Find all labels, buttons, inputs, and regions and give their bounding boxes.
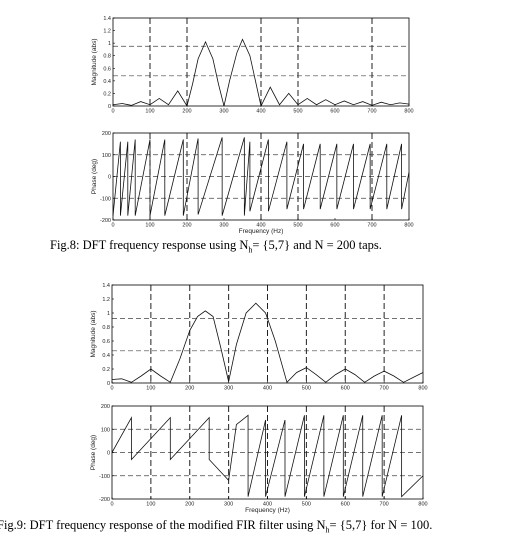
fig8-phase-ylabel: Phase (deg): [91, 159, 98, 194]
fig9-phase-xtick-label: 500: [302, 502, 311, 508]
fig9-magnitude-ytick-label: 0.2: [102, 367, 110, 373]
fig9-magnitude-xtick-label: 200: [185, 386, 194, 392]
fig8-magnitude-ytick-label: 0.8: [103, 54, 111, 60]
fig8-magnitude-line: [112, 38, 410, 108]
fig9-magnitude-xtick-label: 800: [418, 386, 427, 392]
fig9-phase-xtick-label: 200: [185, 502, 194, 508]
fig9-magnitude-xtick-label: 500: [302, 386, 311, 392]
fig8-phase-ytick-label: 0: [108, 175, 111, 181]
fig8-magnitude-xtick-label: 700: [367, 109, 376, 115]
fig8-caption-suffix: = {5,7} and N = 200 taps.: [252, 238, 382, 252]
fig9-magnitude-ylabel: Magnitude (abs): [90, 311, 97, 358]
fig8-phase-xtick-label: 800: [404, 223, 413, 229]
fig9-phase-line: [111, 414, 424, 498]
fig9-caption-suffix: = {5,7} for N = 100.: [329, 518, 433, 532]
fig9-magnitude-xtick-label: 0: [110, 386, 113, 392]
fig9-phase-xtick-label: 800: [418, 502, 427, 508]
fig8-magnitude-ytick-label: 0.2: [103, 91, 111, 97]
fig9-phase-ytick-label: 200: [101, 404, 110, 410]
fig8-phase-xtick-label: 500: [293, 223, 302, 229]
fig9-magnitude-ytick-label: 1.2: [102, 297, 110, 303]
fig8-magnitude-ytick-label: 0.6: [103, 66, 111, 72]
fig8-magnitude-plot: 0 100 200 300 400 500 600 700 800 0 0.2 0.4 0.6 0.8 1 1…: [91, 16, 414, 115]
fig9-phase-ytick-label: 0: [107, 451, 110, 457]
fig8-magnitude-xtick-label: 400: [256, 109, 265, 115]
fig8-magnitude-ytick-label: 1.2: [103, 29, 111, 35]
fig8-magnitude-ytick-label: 1.4: [103, 16, 111, 22]
fig8-magnitude-xtick-label: 300: [219, 109, 228, 115]
fig8-magnitude-xtick-label: 0: [111, 109, 114, 115]
fig9-caption: Fig.9: DFT frequency response of the mod…: [0, 518, 432, 535]
fig8-phase-xtick-label: 200: [182, 223, 191, 229]
fig9-phase-xlabel: Frequency (Hz): [245, 507, 290, 514]
fig9-magnitude-ytick-label: 0.4: [102, 353, 110, 359]
fig9-magnitude-plot: 0 100 200 300 400 500 600 700 800 0 0.2 0.4 0.6 0.8 1 1…: [90, 283, 428, 392]
fig8-caption-sub: h: [248, 245, 253, 255]
fig9-phase-xtick-label: 300: [224, 502, 233, 508]
fig9-caption-prefix: Fig.9: DFT frequency response of the mod…: [0, 518, 326, 532]
fig8-magnitude-xtick-label: 100: [145, 109, 154, 115]
fig8-phase-xtick-label: 100: [145, 223, 154, 229]
fig9-magnitude-xtick-label: 100: [146, 386, 155, 392]
fig8-magnitude-xtick-label: 600: [330, 109, 339, 115]
fig9-magnitude-xtick-label: 400: [263, 386, 272, 392]
fig8-phase-xtick-label: 300: [219, 223, 228, 229]
fig9-magnitude-xtick-label: 700: [380, 386, 389, 392]
fig9-phase-ytick-label: -200: [99, 497, 110, 503]
fig9-magnitude-ytick-label: 1.4: [102, 283, 110, 289]
fig8-magnitude-ytick-label: 0.4: [103, 79, 111, 85]
fig9-phase-ytick-label: 100: [101, 427, 110, 433]
fig8-magnitude-xtick-label: 200: [182, 109, 191, 115]
fig8-caption-prefix: Fig.8: DFT frequency response using N: [50, 238, 249, 252]
fig9-magnitude-xtick-label: 600: [341, 386, 350, 392]
fig8-magnitude-xtick-label: 500: [293, 109, 302, 115]
fig9-phase-xtick-label: 0: [110, 502, 113, 508]
fig9-phase-xtick-label: 700: [380, 502, 389, 508]
fig9-magnitude-ytick-label: 0: [107, 381, 110, 387]
fig9-magnitude-ytick-label: 0.6: [102, 339, 110, 345]
fig9-phase-plot: 0 100 200 300 400 500 600 700 800 -200 -100 0 100 200…: [90, 404, 428, 514]
fig9-magnitude-ytick-label: 0.8: [102, 325, 110, 331]
fig9-phase-xtick-label: 600: [341, 502, 350, 508]
fig8-phase-plot: 0 100 200 300 400 500 600 700 800 -200 -100 0 100 200…: [91, 131, 414, 235]
fig9-magnitude-ytick-label: 1: [107, 311, 110, 317]
fig9-magnitude-line: [111, 302, 424, 384]
fig9-phase-ytick-label: -100: [99, 474, 110, 480]
fig8-phase-ytick-label: 100: [102, 153, 111, 159]
fig8-magnitude-ytick-label: 0: [108, 104, 111, 110]
fig8-phase-xlabel: Frequency (Hz): [239, 228, 284, 235]
fig9-caption-sub: h: [325, 525, 330, 535]
fig8-phase-line: [112, 137, 410, 216]
fig8-phase-xtick-label: 600: [330, 223, 339, 229]
fig8-phase-xtick-label: 400: [256, 223, 265, 229]
fig8-magnitude-xtick-label: 800: [404, 109, 413, 115]
fig9-phase-xtick-label: 400: [263, 502, 272, 508]
fig8-phase-ytick-label: -200: [100, 218, 111, 224]
fig8-magnitude-ylabel: Magnitude (abs): [91, 39, 98, 86]
fig8-phase-ytick-label: 200: [102, 131, 111, 137]
fig8-phase-ytick-label: -100: [100, 196, 111, 202]
fig9-phase-ylabel: Phase (deg): [90, 435, 97, 470]
fig8-phase-xtick-label: 0: [111, 223, 114, 229]
fig8-caption: Fig.8: DFT frequency response using Nh= …: [50, 238, 382, 255]
fig8-phase-xtick-label: 700: [367, 223, 376, 229]
fig9-magnitude-xtick-label: 300: [224, 386, 233, 392]
fig8-magnitude-ytick-label: 1: [108, 41, 111, 47]
fig9-phase-xtick-label: 100: [146, 502, 155, 508]
